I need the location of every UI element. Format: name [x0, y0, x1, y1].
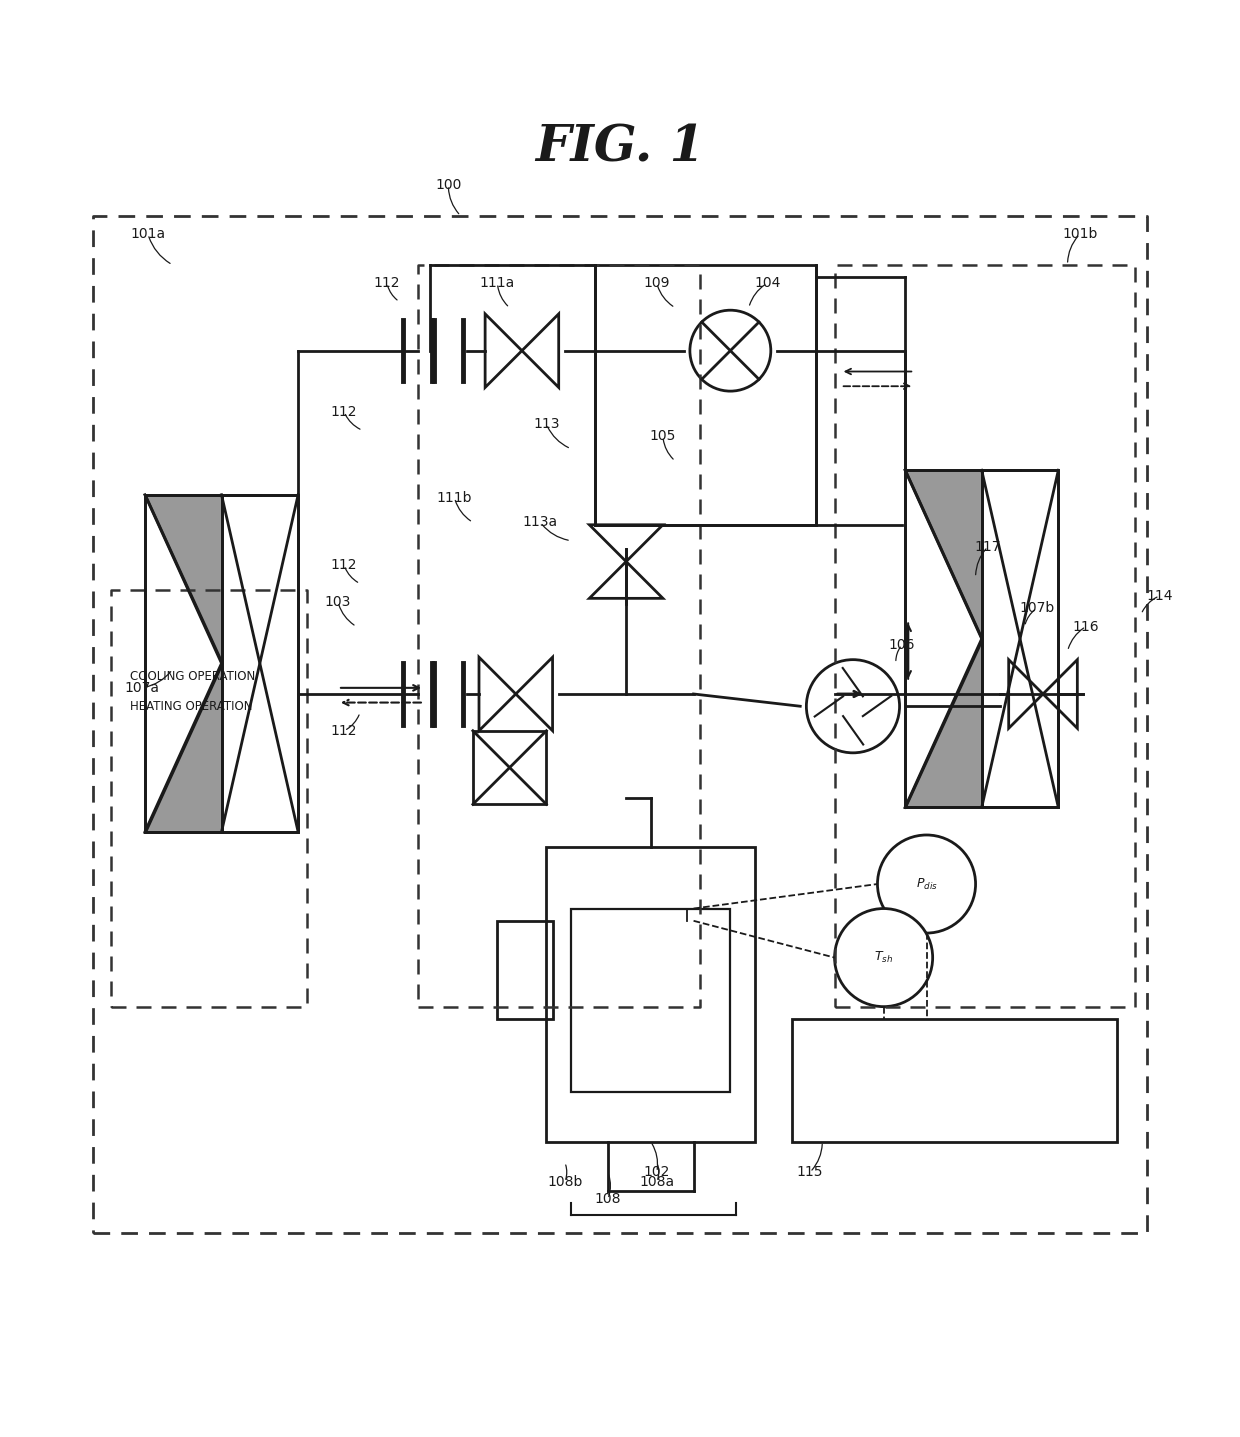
Text: 102: 102	[644, 1165, 670, 1180]
Text: 104: 104	[754, 276, 780, 290]
Text: $P_{dis}$: $P_{dis}$	[915, 877, 937, 891]
Text: 112: 112	[331, 558, 357, 572]
Polygon shape	[145, 664, 222, 832]
Text: HEATING OPERATION: HEATING OPERATION	[129, 700, 252, 713]
Text: 115: 115	[797, 1165, 823, 1180]
Text: 113: 113	[533, 417, 559, 431]
Text: 101a: 101a	[130, 227, 165, 241]
Text: 117: 117	[975, 540, 1001, 553]
Circle shape	[878, 835, 976, 933]
Polygon shape	[905, 470, 982, 639]
Polygon shape	[905, 639, 982, 808]
Text: 114: 114	[1146, 589, 1173, 604]
Text: 109: 109	[644, 276, 670, 290]
Polygon shape	[145, 494, 222, 664]
Text: 111b: 111b	[436, 491, 472, 504]
Polygon shape	[982, 470, 1058, 808]
Text: 107a: 107a	[124, 681, 159, 696]
Text: 111a: 111a	[480, 276, 515, 290]
Text: 103: 103	[325, 595, 351, 609]
Text: 108a: 108a	[640, 1175, 675, 1188]
Text: 107b: 107b	[1019, 601, 1054, 615]
Text: $T_{sh}$: $T_{sh}$	[874, 950, 893, 966]
Circle shape	[835, 908, 932, 1007]
Text: 113a: 113a	[523, 516, 558, 529]
Text: 112: 112	[331, 724, 357, 737]
Text: 112: 112	[373, 276, 401, 290]
Text: 112: 112	[331, 405, 357, 420]
Text: 101b: 101b	[1063, 227, 1097, 241]
Text: 108: 108	[594, 1193, 621, 1206]
Text: COOLING OPERATION: COOLING OPERATION	[129, 670, 254, 684]
Text: FIG. 1: FIG. 1	[536, 124, 704, 172]
Text: 106: 106	[889, 638, 915, 652]
Text: 100: 100	[435, 178, 461, 193]
Polygon shape	[222, 494, 298, 832]
Text: 105: 105	[650, 430, 676, 444]
Text: 108b: 108b	[547, 1175, 583, 1188]
Text: 116: 116	[1073, 619, 1099, 634]
